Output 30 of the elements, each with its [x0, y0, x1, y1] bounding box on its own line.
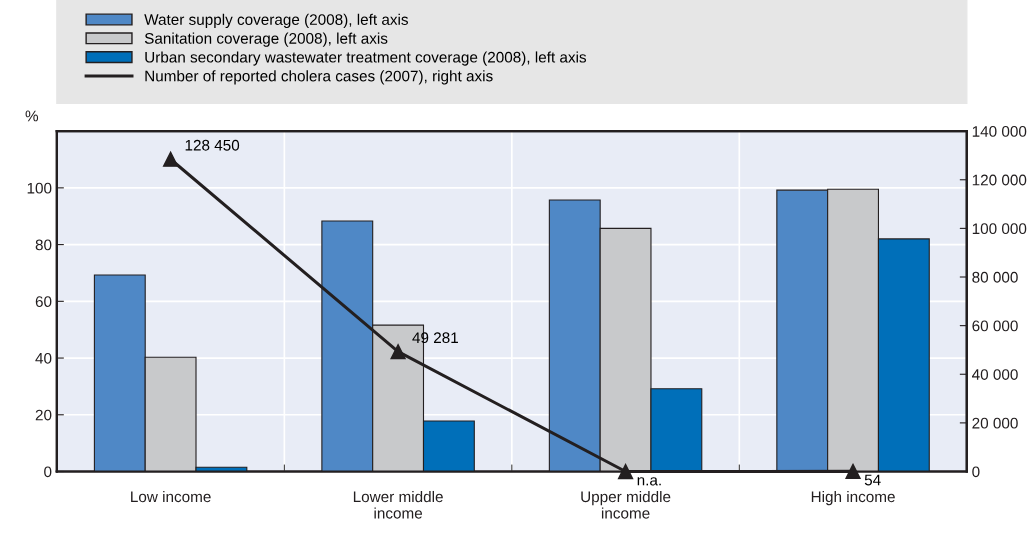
legend-label: Water supply coverage (2008), left axis [144, 13, 408, 28]
x-tick-label: Low income [131, 490, 211, 503]
y2-tick-label: 60 000 [972, 320, 1018, 332]
point [162, 151, 179, 167]
point [617, 463, 634, 480]
legend-label: Sanitation coverage (2008), left axis [144, 32, 388, 47]
y-tick-label: 0 [44, 466, 52, 478]
point [845, 463, 861, 480]
y-tick-label: 40 [35, 352, 52, 364]
y2-tick-label: 120 000 [972, 174, 1027, 186]
data-label: n.a. [637, 477, 661, 486]
data-label: 54 [864, 474, 881, 486]
x-tick-label: High income [811, 490, 895, 506]
y2-tick-label: 20 000 [972, 417, 1018, 429]
legend-label: Number of reported cholera cases (2007), right axis [145, 70, 493, 85]
legend-label: Urban secondary wastewater treatment coverage (2008), left axis [145, 51, 587, 66]
y-axis-title: % [25, 110, 39, 122]
point [390, 344, 406, 360]
y2-tick-label: 40 000 [972, 369, 1018, 380]
data-label: 128 450 [185, 139, 240, 151]
y2-tick-label: 140 000 [972, 126, 1027, 137]
y-tick-label: 60 [35, 296, 52, 308]
y2-tick-label: 80 000 [972, 271, 1018, 283]
y-tick-label: 20 [35, 409, 52, 421]
x-tick-label: Lower middle income [353, 490, 443, 519]
y2-tick-label: 0 [972, 466, 980, 478]
y-tick-label: 80 [35, 239, 52, 251]
y2-tick-label: 100 000 [972, 223, 1027, 235]
y-tick-label: 100 [27, 182, 52, 194]
x-tick-label: Upper middle income [581, 490, 671, 519]
